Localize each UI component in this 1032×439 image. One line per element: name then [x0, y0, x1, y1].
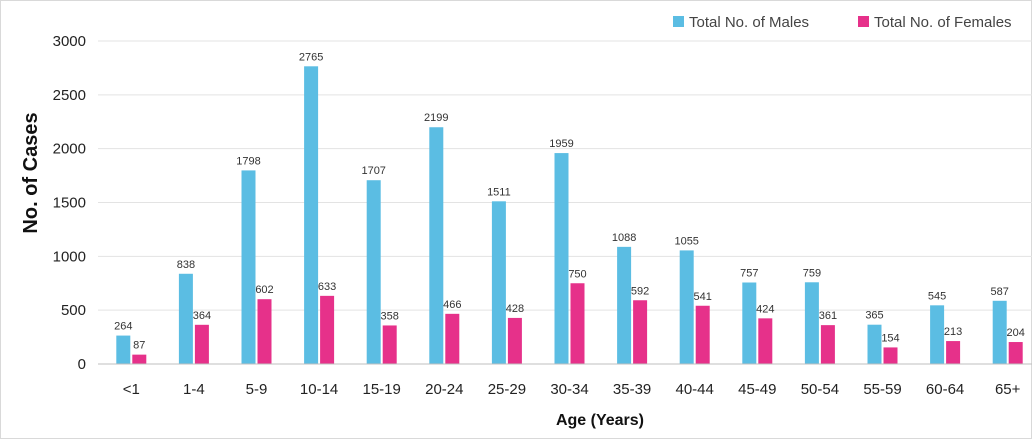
bar-females — [884, 347, 898, 364]
bar-females — [946, 341, 960, 364]
data-label: 364 — [193, 310, 211, 322]
bar-females — [258, 299, 272, 364]
data-label: 87 — [133, 340, 145, 352]
bar-males — [429, 127, 443, 364]
data-label: 213 — [944, 326, 962, 338]
data-label: 1055 — [674, 235, 698, 247]
x-tick-label: 5-9 — [246, 381, 268, 398]
data-label: 358 — [381, 310, 399, 322]
data-label: 757 — [740, 267, 758, 279]
data-label: 592 — [631, 285, 649, 297]
data-label: 2199 — [424, 112, 448, 124]
data-label: 541 — [694, 291, 712, 303]
data-label: 361 — [819, 310, 837, 322]
x-tick-label: 30-34 — [550, 381, 588, 398]
bar-females — [696, 306, 710, 364]
bar-females — [445, 314, 459, 364]
bar-males — [680, 250, 694, 364]
data-label: 466 — [443, 299, 461, 311]
data-label: 602 — [255, 284, 273, 296]
x-tick-label: 20-24 — [425, 381, 463, 398]
x-tick-label: 15-19 — [363, 381, 401, 398]
data-label: 365 — [865, 310, 883, 322]
data-label: 428 — [506, 303, 524, 315]
y-tick-label: 1000 — [53, 248, 86, 265]
data-label: 1959 — [549, 138, 573, 150]
legend: Total No. of Males Total No. of Females — [673, 14, 1012, 31]
data-label: 424 — [756, 303, 774, 315]
bar-males — [367, 180, 381, 364]
x-tick-label: 35-39 — [613, 381, 651, 398]
bar-females — [508, 318, 522, 364]
y-tick-label: 0 — [78, 356, 86, 373]
bar-males — [492, 201, 506, 364]
bar-females — [195, 325, 209, 364]
y-tick-label: 2500 — [53, 87, 86, 104]
bar-males — [242, 170, 256, 364]
data-label: 759 — [803, 267, 821, 279]
x-axis-ticks: <1 1-4 5-9 10-14 15-19 20-24 25-29 30-34 35-39 40… — [123, 381, 1021, 398]
data-label: 264 — [114, 321, 132, 333]
bar-males — [742, 282, 756, 364]
data-label: 587 — [991, 286, 1009, 298]
legend-label-females: Total No. of Females — [874, 14, 1012, 31]
x-tick-label: 50-54 — [801, 381, 839, 398]
bar-females — [383, 325, 397, 364]
x-tick-label: 1-4 — [183, 381, 205, 398]
bar-males — [116, 336, 130, 364]
x-tick-label: 55-59 — [863, 381, 901, 398]
bar-females — [132, 355, 146, 364]
data-label: 204 — [1007, 327, 1025, 339]
legend-swatch-males — [673, 16, 684, 27]
data-label: 1707 — [361, 165, 385, 177]
data-label: 1798 — [236, 155, 260, 167]
x-tick-label: 40-44 — [676, 381, 714, 398]
legend-label-males: Total No. of Males — [689, 14, 809, 31]
data-label: 545 — [928, 290, 946, 302]
bar-males — [304, 66, 318, 364]
data-label: 838 — [177, 259, 195, 271]
x-tick-label: 60-64 — [926, 381, 964, 398]
y-tick-label: 1500 — [53, 195, 86, 212]
x-tick-label: 45-49 — [738, 381, 776, 398]
x-tick-label: <1 — [123, 381, 140, 398]
bar-males — [617, 247, 631, 364]
y-axis-title: No. of Cases — [20, 112, 42, 233]
bar-males — [868, 325, 882, 364]
bar-males — [930, 305, 944, 364]
data-label: 2765 — [299, 51, 323, 63]
x-tick-label: 10-14 — [300, 381, 338, 398]
bar-females — [1009, 342, 1023, 364]
data-label: 633 — [318, 281, 336, 293]
bar-females — [571, 283, 585, 364]
bar-females — [758, 318, 772, 364]
data-label: 750 — [568, 268, 586, 280]
bar-males — [805, 282, 819, 364]
x-tick-label: 65+ — [995, 381, 1021, 398]
y-axis-ticks: 0 500 1000 1500 2000 2500 3000 — [53, 33, 86, 373]
data-label: 1088 — [612, 232, 636, 244]
bar-females — [821, 325, 835, 364]
legend-swatch-females — [858, 16, 869, 27]
bar-males — [993, 301, 1007, 364]
data-label: 154 — [881, 332, 899, 344]
bar-females — [633, 300, 647, 364]
bar-males — [179, 274, 193, 364]
bar-males — [555, 153, 569, 364]
y-tick-label: 2000 — [53, 141, 86, 158]
x-tick-label: 25-29 — [488, 381, 526, 398]
x-axis-title: Age (Years) — [556, 412, 644, 429]
bar-females — [320, 296, 334, 364]
data-label: 1511 — [487, 186, 511, 198]
y-tick-label: 3000 — [53, 33, 86, 50]
y-tick-label: 500 — [61, 302, 86, 319]
